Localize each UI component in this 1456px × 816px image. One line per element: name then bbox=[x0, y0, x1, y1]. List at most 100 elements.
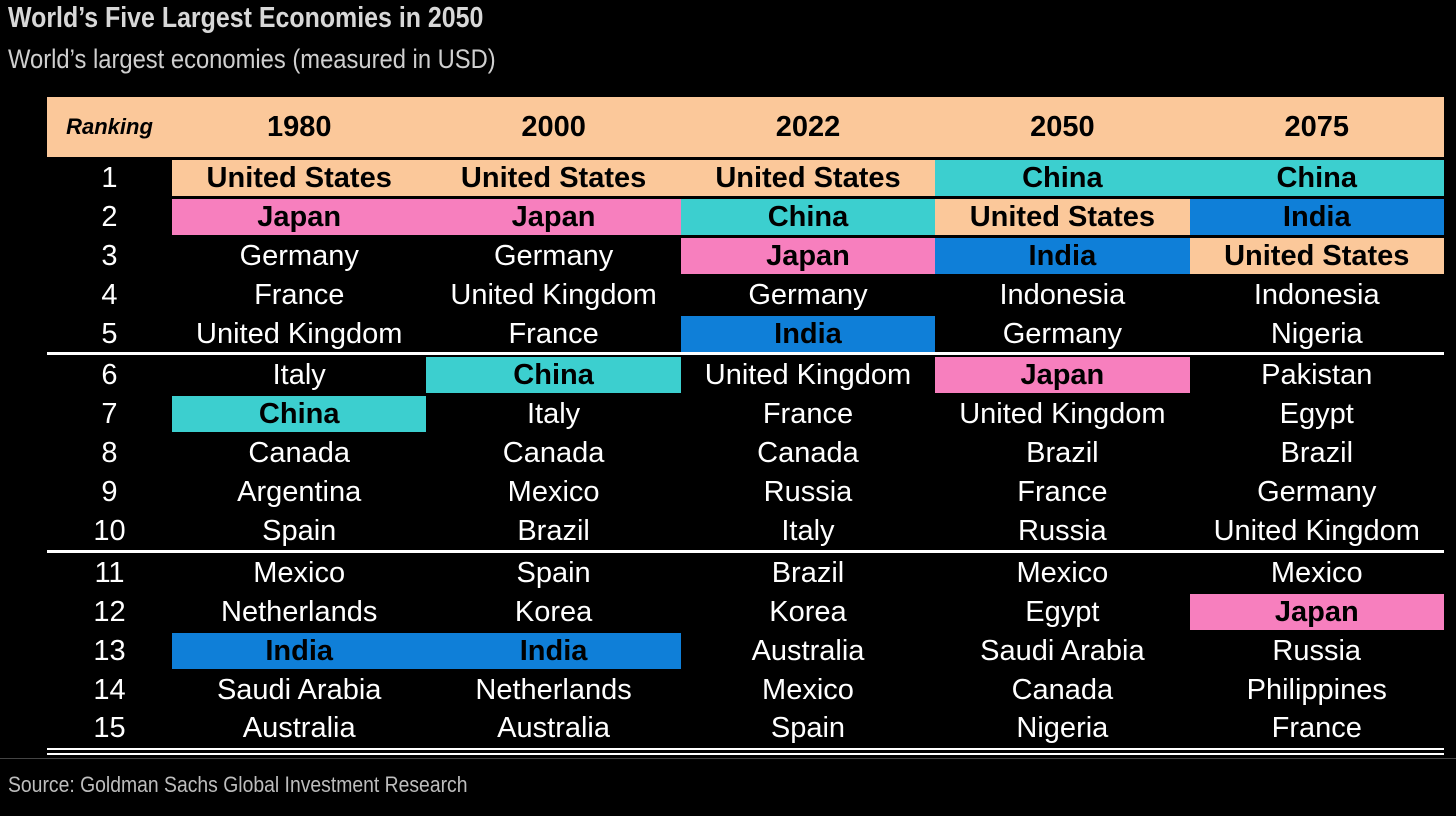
table-row: 1 United States United States United States… bbox=[47, 158, 1444, 197]
table-row: 13 India India Australia Saudi Arabia Russia bbox=[47, 631, 1444, 670]
table-row: 3 Germany Germany Japan India United States bbox=[47, 236, 1444, 275]
rank-cell: 1 bbox=[101, 161, 118, 194]
country-cell: Pakistan bbox=[1261, 359, 1373, 392]
rank-cell: 12 bbox=[93, 595, 126, 628]
rank-cell: 13 bbox=[93, 634, 126, 667]
country-cell: Canada bbox=[248, 437, 350, 470]
country-cell: Russia bbox=[1018, 514, 1107, 547]
country-cell: United Kingdom bbox=[1213, 514, 1420, 547]
rank-cell: 6 bbox=[101, 359, 118, 392]
country-cell: United Kingdom bbox=[196, 317, 403, 350]
country-cell: Italy bbox=[272, 359, 326, 392]
country-cell: China bbox=[426, 357, 681, 394]
country-cell: China bbox=[680, 198, 936, 235]
source-note: Source: Goldman Sachs Global Investment … bbox=[8, 772, 468, 797]
country-cell: Germany bbox=[239, 239, 359, 272]
country-cell: India bbox=[1189, 198, 1444, 235]
country-cell: Mexico bbox=[1016, 556, 1109, 589]
country-cell: Germany bbox=[748, 278, 868, 311]
source-divider bbox=[0, 758, 1456, 759]
rank-cell: 8 bbox=[101, 437, 118, 470]
country-cell: Russia bbox=[763, 476, 853, 509]
country-cell: Australia bbox=[751, 634, 865, 667]
country-cell: Japan bbox=[172, 198, 427, 235]
country-cell: Egypt bbox=[1279, 398, 1354, 431]
country-cell: United States bbox=[1189, 237, 1444, 274]
country-cell: Mexico bbox=[762, 673, 854, 706]
table-header: Ranking 1980 2000 2022 2050 2075 bbox=[47, 97, 1444, 157]
country-cell: Brazil bbox=[1280, 437, 1354, 470]
rank-cell: 14 bbox=[93, 673, 126, 706]
country-cell: France bbox=[254, 278, 345, 311]
country-cell: Nigeria bbox=[1270, 317, 1363, 350]
country-cell: Australia bbox=[497, 712, 610, 745]
country-cell: United States bbox=[172, 159, 427, 196]
country-cell: Japan bbox=[426, 198, 681, 235]
table-bottom-rule bbox=[47, 748, 1444, 756]
chart-subtitle: World’s largest economies (measured in U… bbox=[8, 44, 496, 74]
rank-cell: 7 bbox=[101, 398, 118, 431]
country-cell: Brazil bbox=[1026, 437, 1099, 470]
rank-cell: 3 bbox=[101, 239, 118, 272]
table-row: 11 Mexico Spain Brazil Mexico Mexico bbox=[47, 553, 1444, 592]
country-cell: Russia bbox=[1272, 634, 1362, 667]
table-row: 14 Saudi Arabia Netherlands Mexico Canada Phi… bbox=[47, 670, 1444, 709]
economies-table: Ranking 1980 2000 2022 2050 2075 1 United Stat… bbox=[47, 97, 1444, 756]
table-row: 2 Japan Japan China United States India bbox=[47, 197, 1444, 236]
country-cell: Canada bbox=[757, 437, 859, 470]
country-cell: Mexico bbox=[507, 476, 600, 509]
country-cell: Argentina bbox=[237, 476, 362, 509]
table-row: 10 Spain Brazil Italy Russia United Kingdom bbox=[47, 511, 1444, 550]
country-cell: Mexico bbox=[1270, 556, 1363, 589]
country-cell: France bbox=[508, 317, 599, 350]
country-cell: Australia bbox=[242, 712, 356, 745]
group-separator bbox=[47, 549, 1444, 553]
country-cell: India bbox=[935, 237, 1190, 274]
country-cell: Mexico bbox=[253, 556, 346, 589]
rank-cell: 15 bbox=[93, 712, 126, 745]
header-ranking: Ranking bbox=[66, 114, 153, 139]
country-cell: Japan bbox=[935, 357, 1190, 394]
country-cell: Indonesia bbox=[1253, 278, 1380, 311]
table-row: 15 Australia Australia Spain Nigeria France bbox=[47, 708, 1444, 747]
header-year-2000: 2000 bbox=[521, 110, 586, 143]
header-year-2050: 2050 bbox=[1030, 110, 1095, 143]
country-cell: France bbox=[762, 398, 854, 431]
country-cell: Germany bbox=[1257, 476, 1377, 509]
table-row: 12 Netherlands Korea Korea Egypt Japan bbox=[47, 592, 1444, 631]
country-cell: United States bbox=[680, 159, 936, 196]
country-cell: United States bbox=[935, 198, 1190, 235]
country-cell: Brazil bbox=[517, 514, 590, 547]
country-cell: Germany bbox=[493, 239, 614, 272]
country-cell: Netherlands bbox=[475, 673, 632, 706]
country-cell: China bbox=[935, 159, 1190, 196]
country-cell: Netherlands bbox=[221, 595, 378, 628]
country-cell: India bbox=[680, 315, 936, 352]
country-cell: Canada bbox=[1011, 673, 1114, 706]
country-cell: Japan bbox=[680, 237, 936, 274]
country-cell: Korea bbox=[769, 595, 847, 628]
chart-title: World’s Five Largest Economies in 2050 bbox=[8, 2, 484, 34]
country-cell: Indonesia bbox=[999, 278, 1126, 311]
rank-cell: 9 bbox=[101, 476, 118, 509]
rank-cell: 5 bbox=[101, 317, 118, 350]
country-cell: Saudi Arabia bbox=[216, 673, 382, 706]
country-cell: France bbox=[1017, 476, 1108, 509]
table-row: 5 United Kingdom France India Germany Nigeria bbox=[47, 314, 1444, 353]
country-cell: Italy bbox=[526, 398, 581, 431]
group-separator bbox=[47, 352, 1444, 356]
country-cell: Spain bbox=[516, 556, 591, 589]
header-year-2022: 2022 bbox=[775, 110, 841, 143]
country-cell: Korea bbox=[514, 595, 593, 628]
country-cell: France bbox=[1271, 712, 1362, 745]
country-cell: China bbox=[1189, 159, 1444, 196]
country-cell: India bbox=[172, 632, 427, 669]
rank-cell: 2 bbox=[101, 200, 118, 233]
table-row: 9 Argentina Mexico Russia France Germany bbox=[47, 472, 1444, 511]
country-cell: United Kingdom bbox=[450, 278, 657, 311]
country-cell: India bbox=[426, 632, 681, 669]
table-row: 8 Canada Canada Canada Brazil Brazil bbox=[47, 433, 1444, 472]
country-cell: Japan bbox=[1189, 593, 1444, 630]
country-cell: United Kingdom bbox=[959, 398, 1166, 431]
header-year-1980: 1980 bbox=[266, 110, 332, 143]
